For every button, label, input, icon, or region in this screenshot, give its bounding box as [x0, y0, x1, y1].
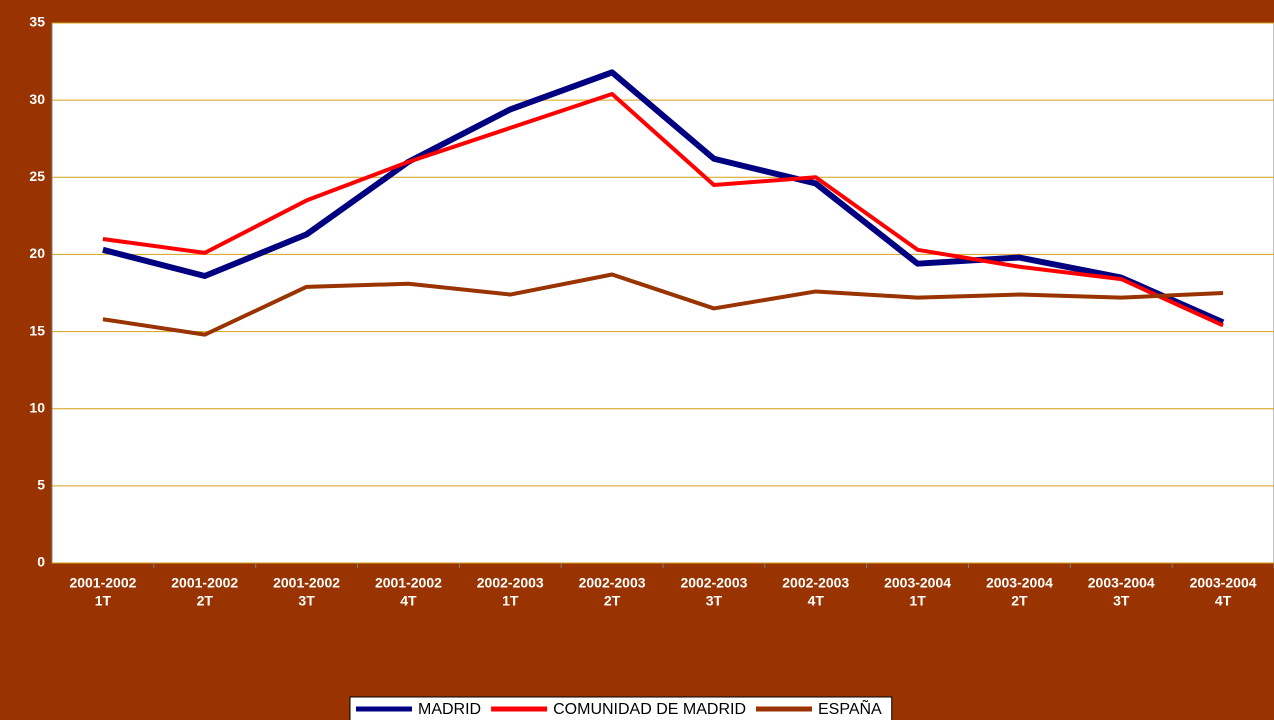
x-tick-label: 2003-2004: [1190, 575, 1257, 591]
y-tick-label: 0: [37, 554, 45, 570]
y-tick-label: 10: [29, 399, 45, 415]
x-tick-label: 2002-2003: [579, 575, 646, 591]
x-tick-label: 3T: [1113, 593, 1130, 609]
series-line: [102, 69, 1225, 326]
x-tick-label: 4T: [400, 593, 417, 609]
y-tick-label: 15: [29, 322, 45, 338]
x-tick-label: 2001-2002: [69, 575, 136, 591]
x-tick-label: 4T: [808, 593, 825, 609]
x-tick-label: 2001-2002: [273, 575, 340, 591]
x-tick-label: 2002-2003: [680, 575, 747, 591]
x-tick-label: 1T: [909, 593, 926, 609]
series-line: [102, 272, 1224, 337]
x-tick-label: 1T: [502, 593, 519, 609]
x-tick-label: 2001-2002: [375, 575, 442, 591]
x-tick-label: 2T: [1011, 593, 1028, 609]
x-tick-label: 2002-2003: [782, 575, 849, 591]
x-tick-label: 4T: [1215, 593, 1232, 609]
y-tick-label: 35: [29, 14, 45, 30]
y-tick-label: 30: [29, 91, 45, 107]
series-line: [102, 91, 1224, 328]
x-tick-label: 3T: [298, 593, 315, 609]
y-tick-label: 5: [37, 477, 45, 493]
x-tick-label: 1T: [95, 593, 112, 609]
x-tick-label: 2003-2004: [884, 575, 951, 591]
legend-label: COMUNIDAD DE MADRID: [553, 701, 746, 718]
x-tick-label: 2002-2003: [477, 575, 544, 591]
x-tick-label: 2003-2004: [986, 575, 1053, 591]
y-tick-label: 25: [29, 168, 45, 184]
legend-box: [349, 696, 893, 720]
x-tick-label: 2T: [604, 593, 621, 609]
x-tick-label: 2001-2002: [171, 575, 238, 591]
legend: MADRID COMUNIDAD DE MADRID ESPAÑA: [349, 696, 893, 720]
x-tick-label: 2003-2004: [1088, 575, 1155, 591]
x-tick-label: 2T: [197, 593, 214, 609]
legend-label: ESPAÑA: [818, 698, 882, 718]
legend-label: MADRID: [418, 701, 481, 718]
y-tick-label: 20: [29, 245, 45, 261]
x-tick-label: 3T: [706, 593, 723, 609]
